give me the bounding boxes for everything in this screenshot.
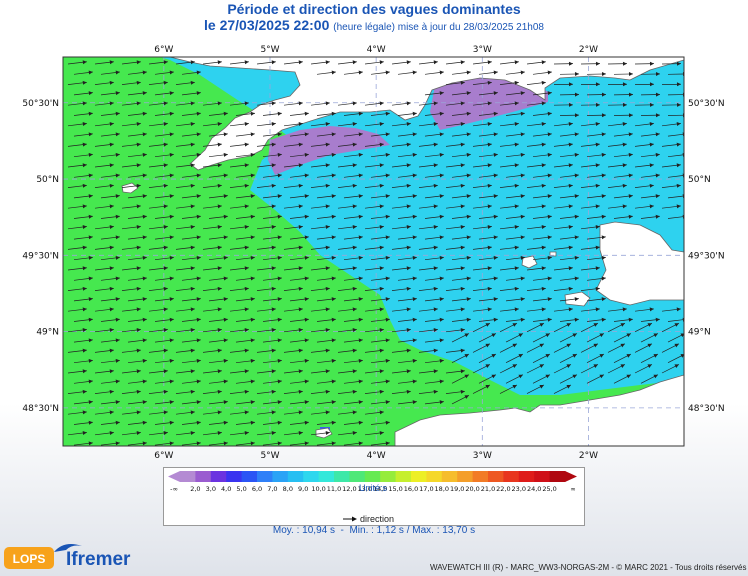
map-date-line: le 27/03/2025 22:00 (heure légale) mise …: [0, 17, 748, 33]
map-title: Période et direction des vagues dominant…: [227, 1, 521, 17]
stats-separator: -: [340, 525, 344, 536]
wave-direction-arrows: [67, 60, 684, 446]
longitude-label: 4°W: [367, 45, 386, 55]
latitude-label: 50°30'N: [22, 99, 59, 109]
latitude-labels-left: 50°30'N 50°N 49°30'N 49°N 48°30'N: [22, 99, 59, 414]
map-update-note: (heure légale) mise à jour du 28/03/2025…: [333, 22, 544, 33]
ifremer-wave-icon: [54, 544, 82, 552]
longitude-label: 3°W: [473, 451, 492, 461]
latitude-label: 50°N: [36, 175, 59, 185]
graticule: [63, 57, 684, 446]
map-frame: [62, 56, 685, 447]
longitude-label: 5°W: [260, 451, 279, 461]
lops-logo: LOPS: [4, 547, 54, 569]
longitude-label: 4°W: [367, 451, 386, 461]
longitude-label: 5°W: [260, 45, 279, 55]
latitude-label: 50°N: [688, 175, 711, 185]
island-scilly: [121, 182, 139, 194]
stats-minmax: Min. : 1,12 s / Max. : 13,70 s: [349, 525, 476, 536]
latitude-label: 49°N: [36, 328, 59, 338]
latitude-label: 49°N: [688, 328, 711, 338]
latitude-label: 49°30'N: [688, 251, 725, 261]
longitude-label: 6°W: [154, 451, 173, 461]
longitude-label: 3°W: [473, 45, 492, 55]
island-guernsey: [521, 255, 538, 269]
longitude-label: 6°W: [154, 45, 173, 55]
longitude-label: 2°W: [579, 45, 598, 55]
land: [121, 57, 684, 446]
sea-purple-region-west: [268, 126, 390, 175]
latitude-label: 49°30'N: [22, 251, 59, 261]
longitude-label: 2°W: [579, 451, 598, 461]
latitude-label: 48°30'N: [22, 404, 59, 414]
direction-label: direction: [360, 514, 395, 524]
footer-credits: WAVEWATCH III (R) - MARC_WW3-NORGAS-2M -…: [430, 563, 747, 572]
stats-mean: Moy. : 10,94 s: [272, 525, 335, 536]
lops-logo-text: LOPS: [13, 552, 46, 566]
ifremer-logo-text: Ifremer: [66, 549, 131, 570]
latitude-label: 50°30'N: [688, 99, 725, 109]
longitude-labels-top: 6°W 5°W 4°W 3°W 2°W: [154, 45, 598, 55]
latitude-label: 48°30'N: [688, 404, 725, 414]
legend-units: Unité:s: [358, 483, 387, 493]
longitude-labels-bottom: 6°W 5°W 4°W 3°W 2°W: [154, 451, 598, 461]
latitude-labels-right: 50°30'N 50°N 49°30'N 49°N 48°30'N: [688, 99, 725, 414]
land-normandy: [595, 221, 684, 306]
map-date: le 27/03/2025 22:00: [204, 17, 330, 33]
land-brittany: [394, 300, 684, 446]
stats-line: Moy. : 10,94 s - Min. : 1,12 s / Max. : …: [0, 525, 748, 536]
land-southern-england: [169, 57, 684, 171]
